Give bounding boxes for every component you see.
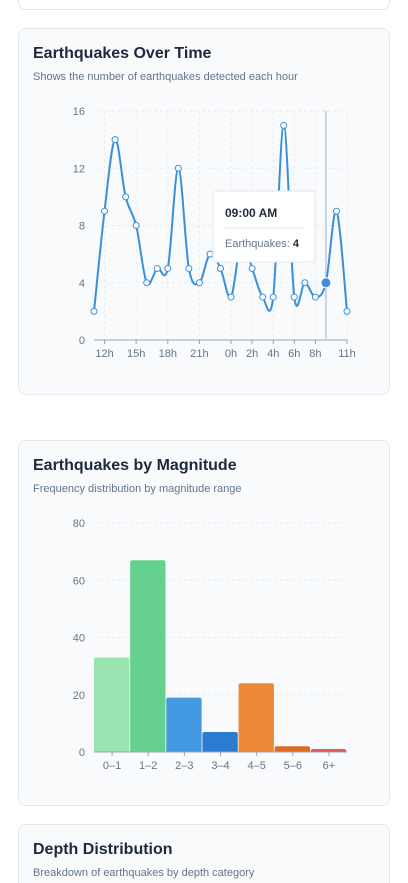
data-point xyxy=(143,279,151,287)
data-point xyxy=(332,207,340,215)
earthquakes-over-time-card: Earthquakes Over Time Shows the number o… xyxy=(18,28,390,395)
x-tick-label: 2h xyxy=(246,348,258,360)
card-subtitle: Breakdown of earthquakes by depth catego… xyxy=(33,867,255,879)
data-point xyxy=(101,207,109,215)
y-tick-label: 16 xyxy=(73,106,85,118)
x-tick-label: 6h xyxy=(288,348,300,360)
x-tick-label: 8h xyxy=(309,348,321,360)
data-point xyxy=(90,307,98,315)
earthquakes-line-chart[interactable]: 0 4 8 12 16 12h 15h 18h 21h 0h 2h 4h 6h 8h 11h 09:00 AM… xyxy=(19,29,391,396)
x-tick-label: 5–6 xyxy=(284,760,302,772)
bar xyxy=(166,697,202,752)
y-tick-label: 20 xyxy=(73,690,85,702)
data-point xyxy=(248,264,256,272)
data-point xyxy=(311,293,319,301)
x-tick-label: 0h xyxy=(225,348,237,360)
x-tick-label: 1–2 xyxy=(139,760,157,772)
bar xyxy=(274,746,311,752)
data-point xyxy=(153,264,161,272)
tooltip-time: 09:00 AM xyxy=(225,206,277,220)
x-tick-label: 2–3 xyxy=(175,760,193,772)
x-tick-label: 3–4 xyxy=(211,760,229,772)
tooltip-label: Earthquakes: 4 xyxy=(225,238,300,250)
data-point xyxy=(174,164,182,172)
bar xyxy=(310,749,347,752)
data-point xyxy=(206,250,214,258)
earthquakes-by-magnitude-card: Earthquakes by Magnitude Frequency distr… xyxy=(18,440,390,806)
data-point xyxy=(164,264,172,272)
x-tick-label: 18h xyxy=(159,348,177,360)
data-point xyxy=(195,279,203,287)
card-title: Earthquakes by Magnitude xyxy=(33,457,237,474)
bar xyxy=(238,683,274,752)
x-tick-label: 15h xyxy=(127,348,145,360)
data-point xyxy=(343,307,351,315)
y-tick-label: 0 xyxy=(79,335,85,347)
x-tick-label: 21h xyxy=(190,348,208,360)
data-point xyxy=(290,293,298,301)
bar xyxy=(130,560,166,752)
y-tick-label: 60 xyxy=(73,575,85,587)
card-title: Depth Distribution xyxy=(33,841,173,858)
active-data-point xyxy=(320,277,332,289)
data-point xyxy=(122,193,130,201)
data-point xyxy=(111,136,119,144)
y-tick-label: 0 xyxy=(79,747,85,759)
tooltip-value: 4 xyxy=(293,238,300,250)
x-tick-label: 12h xyxy=(95,348,113,360)
bar xyxy=(202,731,238,752)
data-point xyxy=(280,121,288,129)
x-tick-label: 0–1 xyxy=(103,760,121,772)
tooltip-box xyxy=(212,190,316,263)
x-tick-label: 4h xyxy=(267,348,279,360)
y-tick-label: 4 xyxy=(79,278,85,290)
data-point xyxy=(217,264,224,272)
y-tick-label: 12 xyxy=(73,163,85,175)
y-tick-label: 40 xyxy=(73,633,85,645)
y-tick-label: 8 xyxy=(79,221,85,233)
card-subtitle: Shows the number of earthquakes detected… xyxy=(33,71,298,83)
x-tick-label: 11h xyxy=(338,348,356,360)
chart-tooltip: 09:00 AM Earthquakes: 4 xyxy=(212,190,316,263)
data-point xyxy=(269,293,277,301)
card-title: Earthquakes Over Time xyxy=(33,45,212,62)
previous-card-edge xyxy=(18,0,390,10)
depth-distribution-card: Depth Distribution Breakdown of earthqua… xyxy=(18,824,390,883)
data-point xyxy=(227,293,235,301)
bar xyxy=(94,657,130,752)
x-tick-label: 4–5 xyxy=(247,760,265,772)
y-tick-label: 80 xyxy=(73,518,85,530)
data-point xyxy=(132,222,140,229)
data-point xyxy=(185,264,193,272)
data-point xyxy=(301,279,309,287)
data-point xyxy=(259,293,267,301)
x-tick-label: 6+ xyxy=(323,760,336,772)
card-subtitle: Frequency distribution by magnitude rang… xyxy=(33,483,242,495)
magnitude-bar-chart[interactable]: 0 20 40 60 80 0–1 1–2 2–3 3–4 4–5 5–6 6+ xyxy=(19,441,391,807)
